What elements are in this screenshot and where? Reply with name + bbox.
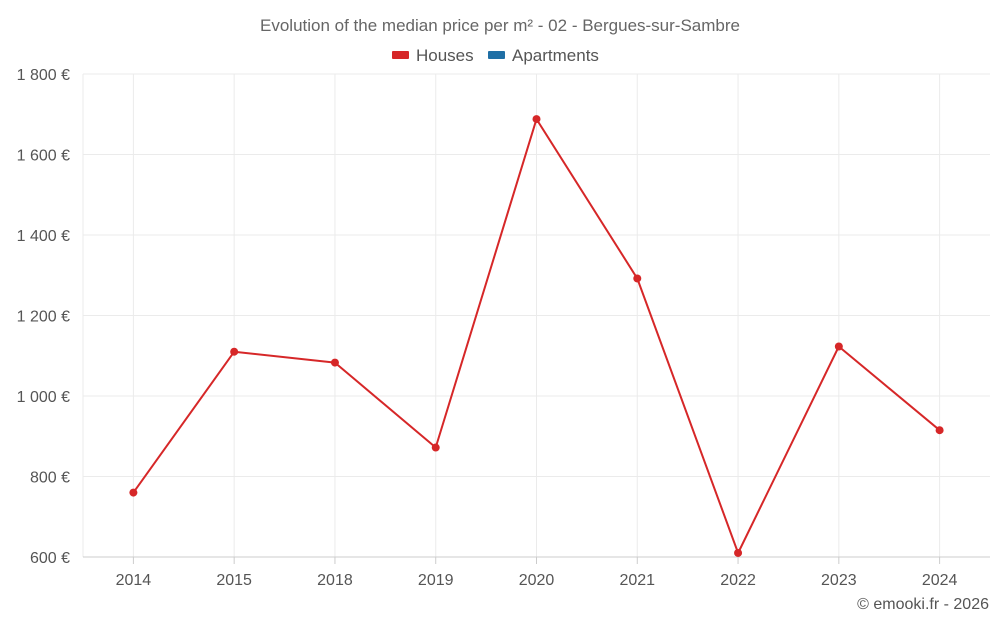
legend: Houses Apartments [392,46,599,65]
grid [82,73,990,557]
y-tick-labels: 600 € 800 € 1 000 € 1 200 € 1 400 € 1 600 € 1 … [17,67,70,567]
x-tick-label: 2019 [418,572,454,589]
chart-title: Evolution of the median price per m² - 0… [260,16,740,35]
legend-item-houses[interactable]: Houses [392,46,474,65]
data-point-houses-2019[interactable] [431,443,440,452]
x-tick-label: 2015 [216,572,252,589]
y-tick-label: 1 400 € [17,228,70,245]
legend-item-apartments[interactable]: Apartments [488,46,599,65]
y-tick-label: 1 800 € [17,67,70,84]
legend-swatch-houses [392,51,409,59]
x-tick-label: 2014 [116,572,152,589]
data-point-houses-2021[interactable] [633,274,642,283]
legend-swatch-apartments [488,51,505,59]
data-point-houses-2022[interactable] [734,548,743,557]
series [129,115,944,557]
y-tick-label: 800 € [30,470,70,487]
x-tick-label: 2021 [619,572,655,589]
x-tick-label: 2018 [317,572,353,589]
y-tick-label: 600 € [30,550,70,567]
data-point-houses-2015[interactable] [230,347,239,356]
data-point-houses-2014[interactable] [129,488,138,497]
data-point-houses-2024[interactable] [935,426,944,435]
legend-label-apartments: Apartments [512,46,599,65]
data-point-houses-2018[interactable] [330,358,339,367]
y-tick-label: 1 000 € [17,389,70,406]
x-tick-label: 2022 [720,572,756,589]
x-tick-label: 2024 [922,572,958,589]
y-tick-label: 1 600 € [17,148,70,165]
x-tick-label: 2020 [519,572,555,589]
data-point-houses-2020[interactable] [532,115,541,124]
x-tick-labels: 2014 2015 2018 2019 2020 2021 2022 2023 2024 [116,572,958,589]
credit-text: © emooki.fr - 2026 [857,596,989,613]
y-tick-label: 1 200 € [17,309,70,326]
axes [83,556,990,564]
data-point-houses-2023[interactable] [834,342,843,351]
x-tick-label: 2023 [821,572,857,589]
legend-label-houses: Houses [416,46,474,65]
